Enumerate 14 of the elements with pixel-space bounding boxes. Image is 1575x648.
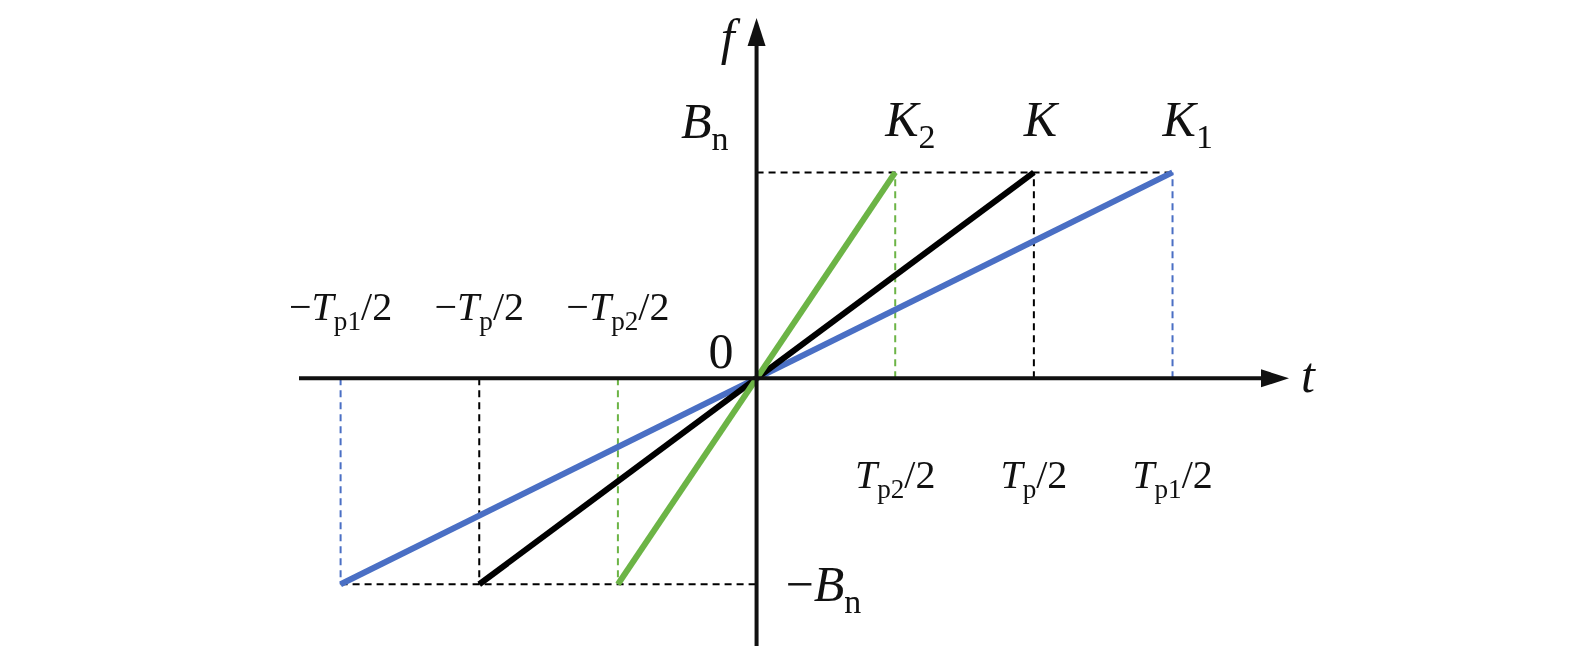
x-tick-label: T$_{p}$/2 (1000, 452, 1068, 504)
x-axis-title: t (1301, 347, 1316, 404)
x-tick-label: −T$_{p1}$/2 (289, 284, 393, 336)
text: B$_{n}$ (681, 93, 729, 158)
series-label: K$_{2}$ (884, 91, 936, 156)
series-label: K$_{1}$ (1161, 91, 1213, 156)
annotation: −B$_{n}$ (785, 556, 862, 621)
x-tick-label: T$_{p1}$/2 (1132, 452, 1213, 504)
series-label: K (1022, 91, 1060, 148)
y-axis-title: f (720, 9, 741, 65)
x-tick-label: 0 (708, 323, 734, 380)
x-tick-label: T$_{p2}$/2 (854, 452, 936, 504)
x-tick-label: −T$_{p}$/2 (434, 284, 525, 336)
x-tick-label: −T$_{p2}$/2 (566, 284, 670, 336)
